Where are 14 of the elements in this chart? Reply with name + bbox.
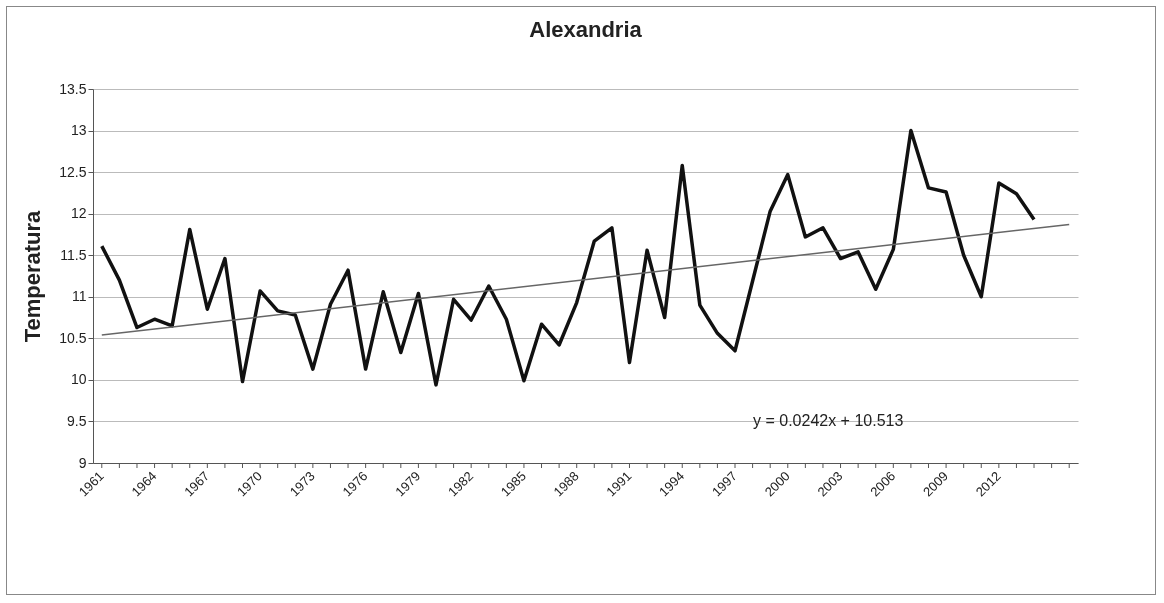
line-series [100, 128, 1036, 387]
y-tick-label: 9 [78, 454, 87, 471]
y-tick-label: 12 [70, 205, 87, 222]
y-tick-label: 13 [70, 122, 87, 139]
y-tick-label: 13.5 [59, 80, 87, 97]
y-axis-title: Temperatura [20, 209, 46, 343]
y-tick-label: 9.5 [67, 412, 87, 429]
y-tick-label: 11.5 [60, 246, 87, 263]
annotation: y = 0.0242x + 10.513 [753, 412, 904, 429]
chart-title: Alexandria [529, 17, 643, 42]
y-tick-label: 12.5 [59, 163, 87, 180]
y-tick-label: 11 [71, 288, 87, 305]
y-tick-label: 10.5 [59, 329, 87, 346]
y-tick-label: 10 [70, 371, 87, 388]
